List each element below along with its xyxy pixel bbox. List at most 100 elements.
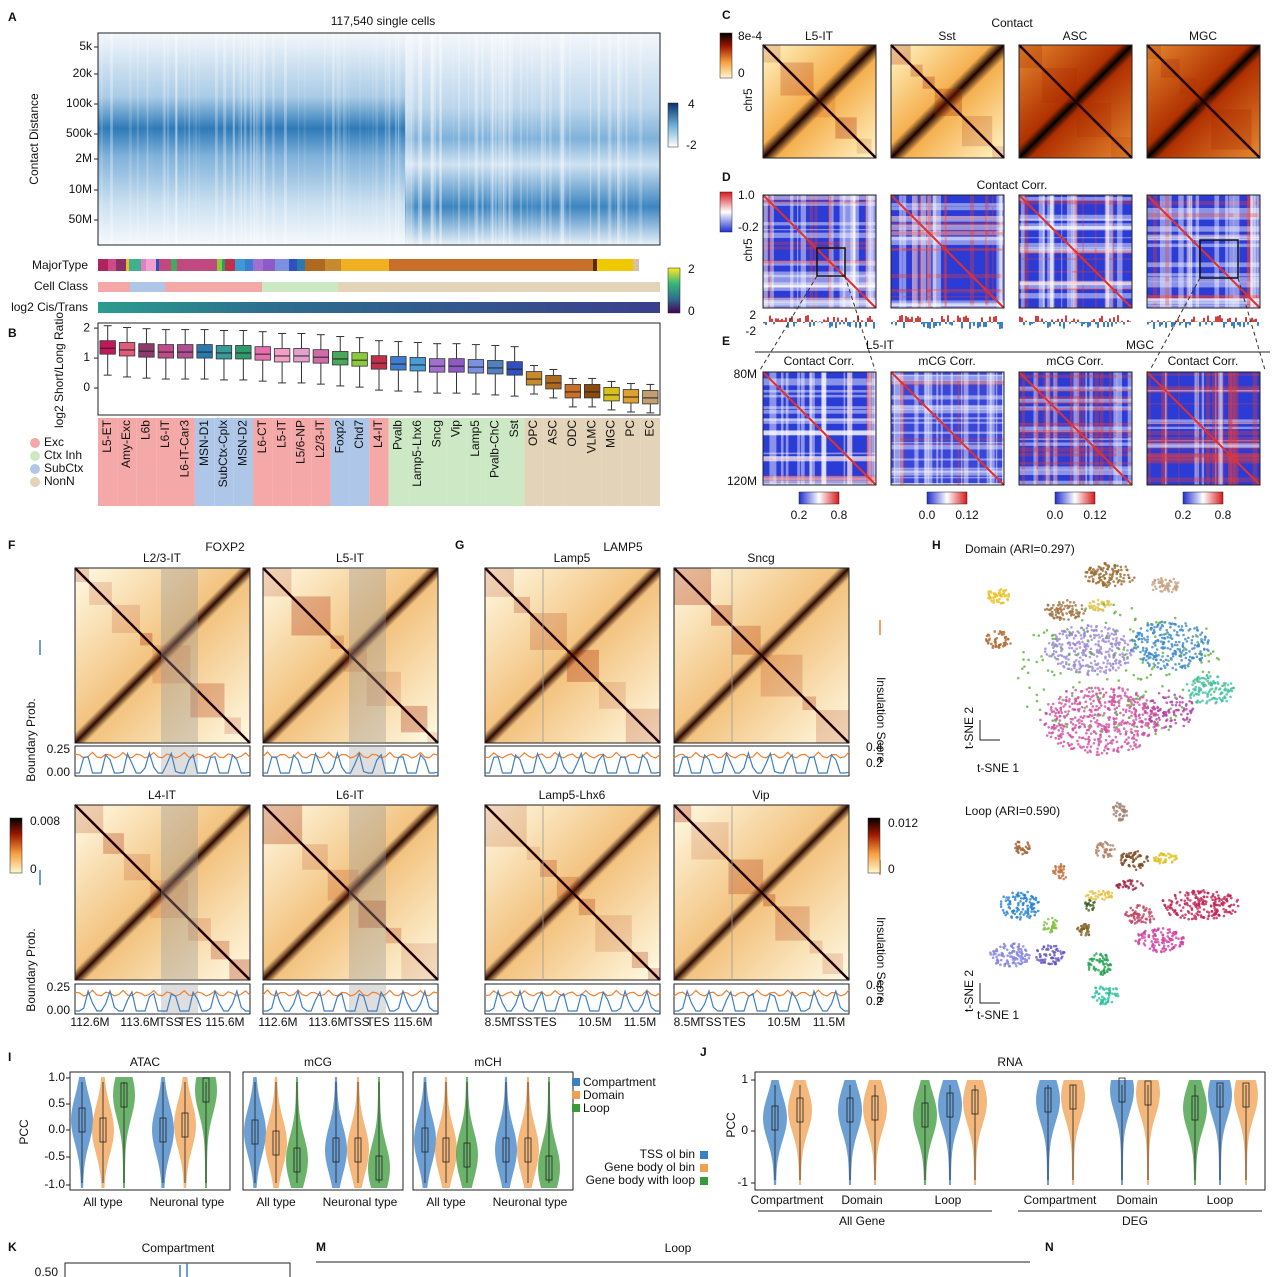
cell-point — [1101, 960, 1105, 964]
cell-point — [1084, 922, 1087, 926]
stripe — [891, 248, 1004, 251]
cell-point — [1190, 917, 1194, 921]
cell-point — [1016, 893, 1019, 896]
cell-point — [1114, 632, 1118, 636]
cell-point — [1104, 953, 1107, 957]
stripe — [1131, 195, 1137, 308]
cell-point — [1071, 722, 1075, 726]
stripe — [1147, 440, 1260, 445]
cell-point — [986, 642, 990, 645]
track-bar — [1237, 322, 1239, 326]
cell-point — [1116, 746, 1120, 750]
stripe — [1147, 453, 1260, 457]
stripe — [1225, 195, 1229, 308]
stripe — [868, 372, 873, 485]
cell-point — [1106, 659, 1110, 662]
track-bar — [1057, 318, 1059, 322]
cell-point — [1227, 910, 1231, 914]
track-bar — [901, 315, 903, 322]
cell-point — [1081, 924, 1085, 927]
cell-point — [1137, 918, 1140, 922]
box — [332, 351, 349, 366]
cell-point — [1166, 654, 1170, 658]
axis-label: PCC — [724, 1112, 738, 1138]
cell-point — [1090, 669, 1094, 672]
track-bar — [1203, 317, 1205, 322]
cell-point — [1128, 855, 1132, 858]
cell-point — [1107, 718, 1111, 722]
cell-point — [1060, 870, 1064, 874]
cell-point — [1195, 626, 1199, 629]
cell-point — [1070, 702, 1074, 706]
cell-point — [1174, 587, 1178, 591]
cell-point — [1156, 623, 1160, 627]
cell-point — [1129, 906, 1133, 910]
cell-point — [1104, 650, 1108, 654]
track-bar — [1053, 322, 1055, 325]
cell-point — [1119, 711, 1122, 715]
cell-point — [1181, 649, 1185, 652]
cell-point — [1096, 602, 1100, 606]
cell-point — [1137, 637, 1141, 641]
panel-label: F — [8, 538, 15, 552]
stripe — [891, 289, 1004, 293]
stripe — [1147, 445, 1260, 448]
track-bar — [903, 322, 905, 328]
cell-point — [1062, 877, 1066, 881]
cell-point — [1134, 729, 1137, 733]
cell-point — [1040, 958, 1043, 962]
cell-point — [1169, 625, 1172, 629]
cell-point — [1085, 688, 1089, 691]
axis-label: t-SNE 2 — [962, 970, 976, 1012]
cell-point — [1112, 748, 1116, 751]
cell-point — [1107, 583, 1110, 587]
x-tick-label: L5-IT — [274, 419, 288, 448]
cell-point — [1077, 718, 1081, 721]
stripe — [891, 273, 1004, 279]
stripe — [1050, 195, 1055, 308]
cell-point — [1156, 940, 1160, 944]
cell-point — [1115, 639, 1118, 643]
cell-point — [1106, 890, 1110, 894]
cell-point — [1147, 656, 1151, 660]
plot-title: ATAC — [130, 1055, 161, 1069]
cell-point — [1215, 890, 1219, 894]
cell-point — [1036, 958, 1039, 961]
box — [99, 340, 116, 355]
track-bar — [1207, 315, 1209, 322]
x-tick-label: Domain — [841, 1193, 882, 1207]
class-band — [485, 418, 505, 506]
stripe — [1019, 242, 1132, 249]
cell-point — [1052, 723, 1056, 727]
stripe — [1019, 422, 1132, 426]
cell-point — [1110, 577, 1113, 580]
cell-point — [1141, 936, 1144, 940]
cell-point — [1019, 947, 1023, 951]
track-segment — [156, 259, 159, 271]
cell-point — [1115, 713, 1119, 717]
stripe — [849, 372, 851, 485]
track-bar — [1223, 322, 1225, 328]
stripe — [839, 195, 845, 308]
cell-point — [1078, 701, 1082, 705]
track-bar — [925, 322, 927, 324]
cell-point — [1036, 909, 1040, 913]
cell-point — [1178, 703, 1181, 707]
cell-point — [1054, 613, 1058, 617]
cell-point — [1209, 675, 1212, 678]
cell-point — [1121, 652, 1124, 656]
track-bar — [827, 317, 829, 322]
cell-point — [1061, 745, 1065, 748]
cell-point — [1117, 694, 1121, 698]
cell-point — [1112, 688, 1115, 692]
legend-label: NonN — [44, 474, 75, 488]
x-tick-label: Compartment — [1024, 1193, 1097, 1207]
frame — [97, 322, 661, 416]
stripe — [1147, 298, 1260, 301]
stripe — [1147, 236, 1260, 241]
cell-point — [1185, 624, 1188, 628]
x-tick-label: Compartment — [751, 1193, 824, 1207]
cell-point — [1108, 989, 1111, 992]
cell-point — [1221, 684, 1224, 688]
frame — [1146, 44, 1261, 159]
